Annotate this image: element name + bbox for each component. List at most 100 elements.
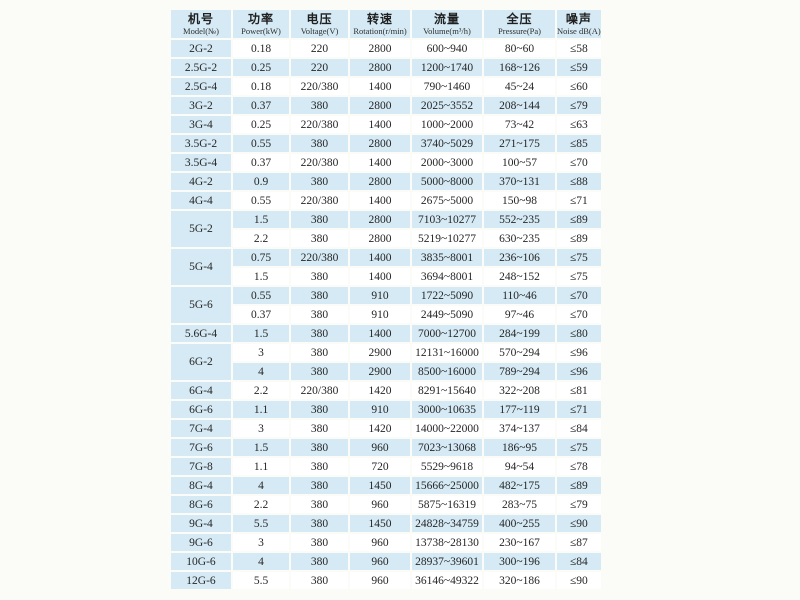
table-body: 2G-2 0.18 220 2800 600~940 80~60 ≤58 2.5G-2 0.25… (171, 40, 601, 589)
power-cell: 1.5 (233, 211, 289, 228)
volume-cell: 600~940 (412, 40, 482, 57)
voltage-cell: 220/380 (291, 154, 348, 171)
power-cell: 0.18 (233, 40, 289, 57)
pressure-cell: 370~131 (484, 173, 555, 190)
model-cell: 6G-2 (171, 344, 231, 380)
power-cell: 0.55 (233, 192, 289, 209)
voltage-cell: 220/380 (291, 78, 348, 95)
power-cell: 3 (233, 534, 289, 551)
pressure-cell: 80~60 (484, 40, 555, 57)
volume-cell: 3740~5029 (412, 135, 482, 152)
rotation-cell: 2800 (350, 59, 410, 76)
rotation-cell: 960 (350, 439, 410, 456)
model-cell: 5G-2 (171, 211, 231, 247)
column-header-model: 机号 Model(№) (171, 10, 231, 38)
volume-cell: 2675~5000 (412, 192, 482, 209)
volume-cell: 3694~8001 (412, 268, 482, 285)
rotation-header-zh: 转速 (366, 12, 393, 26)
pressure-cell: 630~235 (484, 230, 555, 247)
power-cell: 0.37 (233, 154, 289, 171)
model-cell: 9G-4 (171, 515, 231, 532)
volume-cell: 8291~15640 (412, 382, 482, 399)
model-header-en: Model(№) (183, 26, 219, 36)
voltage-cell: 380 (291, 401, 348, 418)
voltage-cell: 380 (291, 173, 348, 190)
table-header: 机号 Model(№) 功率 Power(kW) 电压 Voltage(V) 转… (171, 10, 601, 38)
model-cell: 5.6G-4 (171, 325, 231, 342)
table-row: 4G-2 0.9 380 2800 5000~8000 370~131 ≤88 (171, 173, 601, 190)
power-cell: 0.37 (233, 306, 289, 323)
table-row: 5G-4 0.75 220/380 1400 3835~8001 236~106 ≤75 (171, 249, 601, 285)
noise-cell: ≤70 (557, 287, 601, 304)
model-cell: 3G-4 (171, 116, 231, 133)
power-cell: 1.1 (233, 401, 289, 418)
table-row: 4 380 2900 8500~16000 789~294 ≤96 (171, 363, 601, 380)
volume-cell: 7103~10277 (412, 211, 482, 228)
table-row: 2.5G-2 0.25 220 2800 1200~1740 168~126 ≤59 (171, 59, 601, 76)
power-cell: 0.25 (233, 116, 289, 133)
pressure-cell: 482~175 (484, 477, 555, 494)
pressure-cell: 248~152 (484, 268, 555, 285)
rotation-cell: 1400 (350, 154, 410, 171)
pressure-cell: 271~175 (484, 135, 555, 152)
rotation-cell: 2800 (350, 40, 410, 57)
rotation-cell: 910 (350, 306, 410, 323)
noise-cell: ≤58 (557, 40, 601, 57)
volume-cell: 28937~39601 (412, 553, 482, 570)
pressure-cell: 45~24 (484, 78, 555, 95)
model-cell: 5G-6 (171, 287, 231, 323)
table-row: 8G-6 2.2 380 960 5875~16319 283~75 ≤79 (171, 496, 601, 513)
pressure-cell: 110~46 (484, 287, 555, 304)
table-row: 5G-6 0.55 380 910 1722~5090 110~46 ≤70 (171, 287, 601, 323)
noise-header-zh: 噪声 (565, 12, 592, 26)
rotation-cell: 960 (350, 534, 410, 551)
noise-cell: ≤81 (557, 382, 601, 399)
rotation-cell: 2900 (350, 344, 410, 361)
table-row: 3.5G-4 0.37 220/380 1400 2000~3000 100~57 ≤70 (171, 154, 601, 171)
voltage-header-en: Voltage(V) (300, 26, 339, 36)
rotation-cell: 1450 (350, 477, 410, 494)
pressure-cell: 322~208 (484, 382, 555, 399)
table-row: 0.37 380 910 2449~5090 97~46 ≤70 (171, 306, 601, 323)
power-cell: 3 (233, 420, 289, 437)
noise-cell: ≤89 (557, 477, 601, 494)
rotation-header-en: Rotation(r/min) (353, 26, 407, 36)
rotation-cell: 910 (350, 401, 410, 418)
table-row: 7G-6 1.5 380 960 7023~13068 186~95 ≤75 (171, 439, 601, 456)
pressure-header-en: Pressure(Pa) (498, 26, 541, 36)
volume-cell: 1722~5090 (412, 287, 482, 304)
volume-cell: 7023~13068 (412, 439, 482, 456)
noise-cell: ≤70 (557, 306, 601, 323)
noise-cell: ≤70 (557, 154, 601, 171)
pressure-cell: 94~54 (484, 458, 555, 475)
voltage-cell: 220/380 (291, 382, 348, 399)
power-header-zh: 功率 (247, 12, 274, 26)
pressure-cell: 236~106 (484, 249, 555, 266)
table-row: 5.6G-4 1.5 380 1400 7000~12700 284~199 ≤80 (171, 325, 601, 342)
volume-header-zh: 流量 (433, 12, 460, 26)
voltage-cell: 380 (291, 306, 348, 323)
table-row: 3G-4 0.25 220/380 1400 1000~2000 73~42 ≤63 (171, 116, 601, 133)
power-cell: 2.2 (233, 230, 289, 247)
column-header-voltage: 电压 Voltage(V) (291, 10, 348, 38)
fan-spec-table-wrap: 机号 Model(№) 功率 Power(kW) 电压 Voltage(V) 转… (169, 8, 603, 591)
power-cell: 2.2 (233, 382, 289, 399)
model-cell: 7G-4 (171, 420, 231, 437)
model-cell: 6G-6 (171, 401, 231, 418)
model-cell: 10G-6 (171, 553, 231, 570)
voltage-cell: 380 (291, 211, 348, 228)
header-row: 机号 Model(№) 功率 Power(kW) 电压 Voltage(V) 转… (171, 10, 601, 38)
voltage-cell: 380 (291, 420, 348, 437)
volume-cell: 5529~9618 (412, 458, 482, 475)
rotation-cell: 1420 (350, 382, 410, 399)
voltage-cell: 380 (291, 344, 348, 361)
power-cell: 3 (233, 344, 289, 361)
model-cell: 4G-2 (171, 173, 231, 190)
noise-cell: ≤71 (557, 192, 601, 209)
noise-cell: ≤88 (557, 173, 601, 190)
power-header-en: Power(kW) (241, 26, 281, 36)
volume-cell: 8500~16000 (412, 363, 482, 380)
table-row: 6G-6 1.1 380 910 3000~10635 177~119 ≤71 (171, 401, 601, 418)
rotation-cell: 2800 (350, 173, 410, 190)
rotation-cell: 720 (350, 458, 410, 475)
